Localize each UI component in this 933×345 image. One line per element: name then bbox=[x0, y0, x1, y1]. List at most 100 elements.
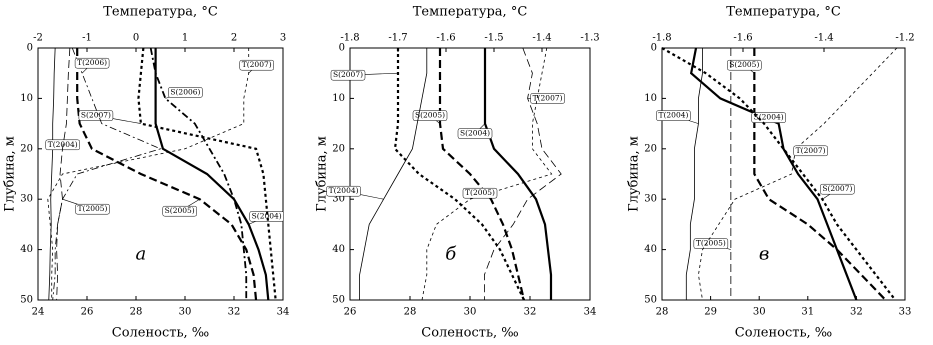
legend-label: T(2005) bbox=[696, 239, 726, 248]
x2-tick-label: -1 bbox=[82, 33, 92, 44]
panel: 28 29 30 31 32 33 -1.8 -1.6 -1.4 -1.2 0 10 20 30 40 50 С… bbox=[627, 5, 915, 341]
y-tick-label: 20 bbox=[332, 143, 345, 154]
profile-line bbox=[47, 48, 250, 300]
callout-box bbox=[168, 87, 203, 98]
profile-line bbox=[48, 47, 56, 301]
x2-axis-title: Температура, °С bbox=[103, 5, 218, 20]
legend-label: S(2007) bbox=[81, 111, 111, 120]
profile-line bbox=[76, 48, 258, 301]
profile-line bbox=[484, 47, 562, 300]
y-tick-label: 10 bbox=[20, 93, 33, 104]
callout-box bbox=[162, 205, 197, 217]
x2-axis-title: Температура, °С bbox=[413, 5, 528, 20]
profile-line bbox=[698, 47, 898, 301]
legend-label: S(2007) bbox=[333, 70, 363, 79]
x2-tick-label: -1.3 bbox=[580, 33, 599, 44]
legend-label: T(2007) bbox=[242, 60, 272, 69]
legend-label: T(2004) bbox=[329, 186, 359, 195]
x-axis-title: Соленость, ‰ bbox=[421, 326, 518, 341]
x-tick-label: 24 bbox=[32, 307, 45, 318]
callout-box bbox=[412, 110, 448, 121]
x-tick-label: 28 bbox=[404, 307, 417, 318]
profile-line bbox=[137, 47, 277, 301]
legend-label: T(2005) bbox=[78, 204, 108, 213]
x2-tick-label: -2 bbox=[33, 33, 43, 44]
x-tick-label: 31 bbox=[801, 307, 814, 318]
y-tick-label: 10 bbox=[644, 93, 657, 104]
x2-tick-label: 3 bbox=[280, 33, 286, 44]
legend-label: T(2006) bbox=[77, 58, 107, 67]
y-tick-label: 30 bbox=[332, 194, 345, 205]
y-tick-label: 30 bbox=[20, 194, 33, 205]
legend-label: T(2005) bbox=[465, 188, 495, 197]
x-tick-label: 33 bbox=[899, 307, 912, 318]
profile-line bbox=[689, 47, 858, 301]
x-tick-label: 28 bbox=[130, 307, 143, 318]
plot-frame bbox=[37, 47, 284, 301]
y-axis-title: Глубина, м bbox=[3, 136, 18, 212]
legend-label: T(2004) bbox=[48, 140, 78, 149]
x-tick-label: 29 bbox=[704, 307, 717, 318]
legend-label: S(2004) bbox=[754, 113, 784, 122]
profile-line bbox=[421, 47, 553, 301]
x2-axis-title: Температура, °С bbox=[726, 5, 841, 20]
x-tick-label: 34 bbox=[277, 307, 290, 318]
callout-box bbox=[693, 238, 729, 249]
x-tick-label: 32 bbox=[524, 307, 537, 318]
y-tick-label: 40 bbox=[332, 244, 345, 255]
callout-box bbox=[74, 57, 110, 69]
y-tick-label: 40 bbox=[20, 244, 33, 255]
legend-label: S(2006) bbox=[170, 87, 200, 96]
x-tick-label: 30 bbox=[753, 307, 766, 318]
x2-tick-label: -1.8 bbox=[340, 33, 359, 44]
x2-tick-label: 0 bbox=[133, 33, 139, 44]
callout-box bbox=[656, 110, 691, 121]
x2-tick-label: 1 bbox=[182, 33, 188, 44]
profile-line bbox=[685, 48, 703, 300]
legend-label: T(2007) bbox=[796, 146, 826, 155]
profile-line bbox=[149, 47, 248, 300]
y-tick-label: 0 bbox=[339, 43, 345, 54]
callout-box bbox=[249, 211, 284, 222]
y-tick-label: 10 bbox=[332, 93, 345, 104]
callout-box bbox=[462, 187, 498, 199]
legend-label: S(2004) bbox=[460, 129, 490, 138]
x-axis-title: Соленость, ‰ bbox=[735, 326, 832, 341]
x-tick-label: 32 bbox=[228, 307, 241, 318]
callout-box bbox=[727, 59, 762, 71]
x-tick-label: 26 bbox=[81, 307, 94, 318]
x2-tick-label: -1.5 bbox=[484, 33, 503, 44]
profile-line bbox=[359, 48, 428, 300]
x2-tick-label: -1.2 bbox=[895, 33, 914, 44]
panel-label: а bbox=[136, 244, 147, 265]
x2-tick-label: -1.4 bbox=[814, 33, 833, 44]
legend-label: S(2005) bbox=[165, 206, 195, 215]
profile-line bbox=[154, 48, 270, 301]
profile-line bbox=[52, 47, 162, 301]
y-tick-label: 20 bbox=[20, 143, 33, 154]
callout-box bbox=[326, 185, 361, 197]
callout-box bbox=[530, 93, 565, 104]
y-axis-title: Глубина, м bbox=[627, 136, 642, 212]
profile-line bbox=[393, 48, 525, 301]
callout-box bbox=[820, 183, 855, 195]
legend-label: S(2007) bbox=[822, 184, 852, 193]
x2-tick-label: -1.7 bbox=[388, 33, 407, 44]
callout-box bbox=[239, 59, 274, 71]
panel-label: в bbox=[759, 244, 769, 265]
x-axis-title: Соленость, ‰ bbox=[112, 326, 209, 341]
y-tick-label: 50 bbox=[332, 295, 345, 306]
x-tick-label: 30 bbox=[179, 307, 192, 318]
legend-label: S(2005) bbox=[415, 111, 445, 120]
x2-tick-label: 2 bbox=[231, 33, 237, 44]
x-tick-label: 28 bbox=[656, 307, 669, 318]
callout-box bbox=[75, 203, 110, 215]
x2-tick-label: -1.6 bbox=[733, 33, 752, 44]
y-tick-label: 0 bbox=[27, 43, 33, 54]
x-tick-label: 30 bbox=[464, 307, 477, 318]
panel: 26 28 30 32 34 -1.8 -1.7 -1.6 -1.5 -1.4 -1.3 0 10 20 3… bbox=[315, 5, 600, 341]
panel-label: б bbox=[445, 244, 457, 265]
profile-line bbox=[661, 47, 897, 301]
profile-line bbox=[753, 48, 887, 301]
x2-tick-label: -1.4 bbox=[532, 33, 551, 44]
